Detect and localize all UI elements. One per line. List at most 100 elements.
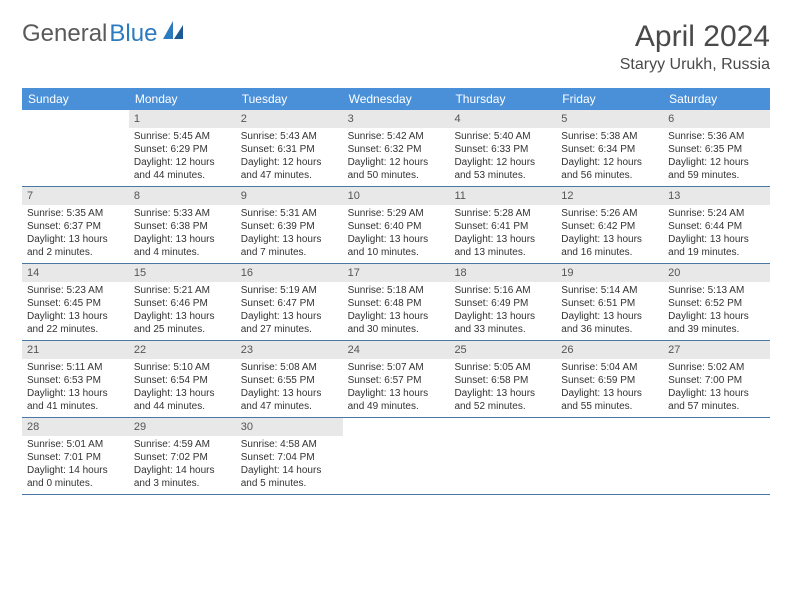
logo-sail-icon [163, 20, 185, 48]
day-number: 17 [343, 264, 450, 282]
sunset-text: Sunset: 6:48 PM [348, 297, 445, 310]
daylight-text: Daylight: 13 hours and 2 minutes. [27, 233, 124, 259]
sunrise-text: Sunrise: 5:05 AM [454, 361, 551, 374]
calendar-cell: 18 Sunrise: 5:16 AMSunset: 6:49 PMDayligh… [449, 264, 556, 340]
sunset-text: Sunset: 6:32 PM [348, 143, 445, 156]
daylight-text: Daylight: 13 hours and 57 minutes. [668, 387, 765, 413]
daylight-text: Daylight: 14 hours and 5 minutes. [241, 464, 338, 490]
sunset-text: Sunset: 6:42 PM [561, 220, 658, 233]
sunrise-text: Sunrise: 5:21 AM [134, 284, 231, 297]
sunset-text: Sunset: 6:59 PM [561, 374, 658, 387]
day-number: 30 [236, 418, 343, 436]
cell-body: Sunrise: 5:01 AMSunset: 7:01 PMDaylight:… [22, 438, 129, 490]
day-number: 7 [22, 187, 129, 205]
day-header: Thursday [449, 88, 556, 110]
cell-body: Sunrise: 5:05 AMSunset: 6:58 PMDaylight:… [449, 361, 556, 413]
calendar-cell: 25 Sunrise: 5:05 AMSunset: 6:58 PMDayligh… [449, 341, 556, 417]
day-number: 15 [129, 264, 236, 282]
cell-body: Sunrise: 5:43 AMSunset: 6:31 PMDaylight:… [236, 130, 343, 182]
sunrise-text: Sunrise: 4:59 AM [134, 438, 231, 451]
logo: GeneralBlue [22, 20, 185, 48]
day-number: 10 [343, 187, 450, 205]
sunrise-text: Sunrise: 5:02 AM [668, 361, 765, 374]
cell-body: Sunrise: 5:07 AMSunset: 6:57 PMDaylight:… [343, 361, 450, 413]
day-header: Wednesday [343, 88, 450, 110]
sunset-text: Sunset: 6:37 PM [27, 220, 124, 233]
day-number: 11 [449, 187, 556, 205]
sunrise-text: Sunrise: 5:11 AM [27, 361, 124, 374]
sunset-text: Sunset: 6:31 PM [241, 143, 338, 156]
calendar-cell: 8Sunrise: 5:33 AMSunset: 6:38 PMDaylight… [129, 187, 236, 263]
daylight-text: Daylight: 13 hours and 47 minutes. [241, 387, 338, 413]
cell-body: Sunrise: 5:14 AMSunset: 6:51 PMDaylight:… [556, 284, 663, 336]
sunrise-text: Sunrise: 5:16 AM [454, 284, 551, 297]
sunset-text: Sunset: 6:46 PM [134, 297, 231, 310]
sunset-text: Sunset: 7:01 PM [27, 451, 124, 464]
sunrise-text: Sunrise: 5:31 AM [241, 207, 338, 220]
day-number: 20 [663, 264, 770, 282]
day-number: 23 [236, 341, 343, 359]
sunset-text: Sunset: 6:40 PM [348, 220, 445, 233]
calendar-cell: 7 Sunrise: 5:35 AMSunset: 6:37 PMDaylight… [22, 187, 129, 263]
day-number: 21 [22, 341, 129, 359]
sunset-text: Sunset: 7:02 PM [134, 451, 231, 464]
daylight-text: Daylight: 13 hours and 55 minutes. [561, 387, 658, 413]
calendar-week: 1Sunrise: 5:45 AMSunset: 6:29 PMDaylight… [22, 110, 770, 187]
calendar-cell [22, 110, 129, 186]
cell-body: Sunrise: 5:24 AMSunset: 6:44 PMDaylight:… [663, 207, 770, 259]
sunset-text: Sunset: 6:49 PM [454, 297, 551, 310]
sunrise-text: Sunrise: 5:33 AM [134, 207, 231, 220]
daylight-text: Daylight: 12 hours and 44 minutes. [134, 156, 231, 182]
calendar-cell: 3Sunrise: 5:42 AMSunset: 6:32 PMDaylight… [343, 110, 450, 186]
sunset-text: Sunset: 6:55 PM [241, 374, 338, 387]
cell-body: Sunrise: 5:23 AMSunset: 6:45 PMDaylight:… [22, 284, 129, 336]
calendar-cell: 28 Sunrise: 5:01 AMSunset: 7:01 PMDayligh… [22, 418, 129, 494]
day-number: 13 [663, 187, 770, 205]
sunset-text: Sunset: 6:44 PM [668, 220, 765, 233]
daylight-text: Daylight: 13 hours and 10 minutes. [348, 233, 445, 259]
sunset-text: Sunset: 6:39 PM [241, 220, 338, 233]
calendar-cell: 23Sunrise: 5:08 AMSunset: 6:55 PMDayligh… [236, 341, 343, 417]
sunrise-text: Sunrise: 5:28 AM [454, 207, 551, 220]
calendar-cell: 14 Sunrise: 5:23 AMSunset: 6:45 PMDayligh… [22, 264, 129, 340]
day-number: 25 [449, 341, 556, 359]
sunrise-text: Sunrise: 5:40 AM [454, 130, 551, 143]
calendar-cell: 12Sunrise: 5:26 AMSunset: 6:42 PMDayligh… [556, 187, 663, 263]
sunset-text: Sunset: 7:04 PM [241, 451, 338, 464]
title-block: April 2024 Staryy Urukh, Russia [620, 20, 770, 74]
calendar-cell: 29Sunrise: 4:59 AMSunset: 7:02 PMDayligh… [129, 418, 236, 494]
daylight-text: Daylight: 13 hours and 52 minutes. [454, 387, 551, 413]
calendar-cell: 13 Sunrise: 5:24 AMSunset: 6:44 PMDayligh… [663, 187, 770, 263]
cell-body: Sunrise: 5:02 AMSunset: 7:00 PMDaylight:… [663, 361, 770, 413]
sunset-text: Sunset: 6:58 PM [454, 374, 551, 387]
sunset-text: Sunset: 6:53 PM [27, 374, 124, 387]
daylight-text: Daylight: 13 hours and 39 minutes. [668, 310, 765, 336]
calendar-cell: 20Sunrise: 5:13 AMSunset: 6:52 PMDayligh… [663, 264, 770, 340]
sunrise-text: Sunrise: 5:04 AM [561, 361, 658, 374]
day-number: 14 [22, 264, 129, 282]
daylight-text: Daylight: 14 hours and 0 minutes. [27, 464, 124, 490]
calendar-week: 21 Sunrise: 5:11 AMSunset: 6:53 PM Dayligh… [22, 341, 770, 418]
day-number: 18 [449, 264, 556, 282]
calendar-cell: 9Sunrise: 5:31 AMSunset: 6:39 PMDaylight… [236, 187, 343, 263]
sunset-text: Sunset: 6:52 PM [668, 297, 765, 310]
sunrise-text: Sunrise: 5:35 AM [27, 207, 124, 220]
calendar-cell: 5Sunrise: 5:38 AMSunset: 6:34 PMDaylight… [556, 110, 663, 186]
daylight-text: Daylight: 13 hours and 33 minutes. [454, 310, 551, 336]
daylight-text: Daylight: 13 hours and 36 minutes. [561, 310, 658, 336]
sunset-text: Sunset: 6:29 PM [134, 143, 231, 156]
calendar-cell: 24Sunrise: 5:07 AMSunset: 6:57 PMDayligh… [343, 341, 450, 417]
cell-body: Sunrise: 5:36 AMSunset: 6:35 PMDaylight:… [663, 130, 770, 182]
day-number: 2 [236, 110, 343, 128]
calendar-week: 7Sunrise: 5:35 AMSunset: 6:37 PMDaylight… [22, 187, 770, 264]
sunrise-text: Sunrise: 5:36 AM [668, 130, 765, 143]
daylight-text: Daylight: 13 hours and 4 minutes. [134, 233, 231, 259]
daylight-text: Daylight: 13 hours and 19 minutes. [668, 233, 765, 259]
calendar-cell: 30Sunrise: 4:58 AMSunset: 7:04 PMDayligh… [236, 418, 343, 494]
day-number: 8 [129, 187, 236, 205]
day-header: Friday [556, 88, 663, 110]
day-number: 22 [129, 341, 236, 359]
sunset-text: Sunset: 6:33 PM [454, 143, 551, 156]
location: Staryy Urukh, Russia [620, 56, 770, 74]
day-number: 28 [22, 418, 129, 436]
